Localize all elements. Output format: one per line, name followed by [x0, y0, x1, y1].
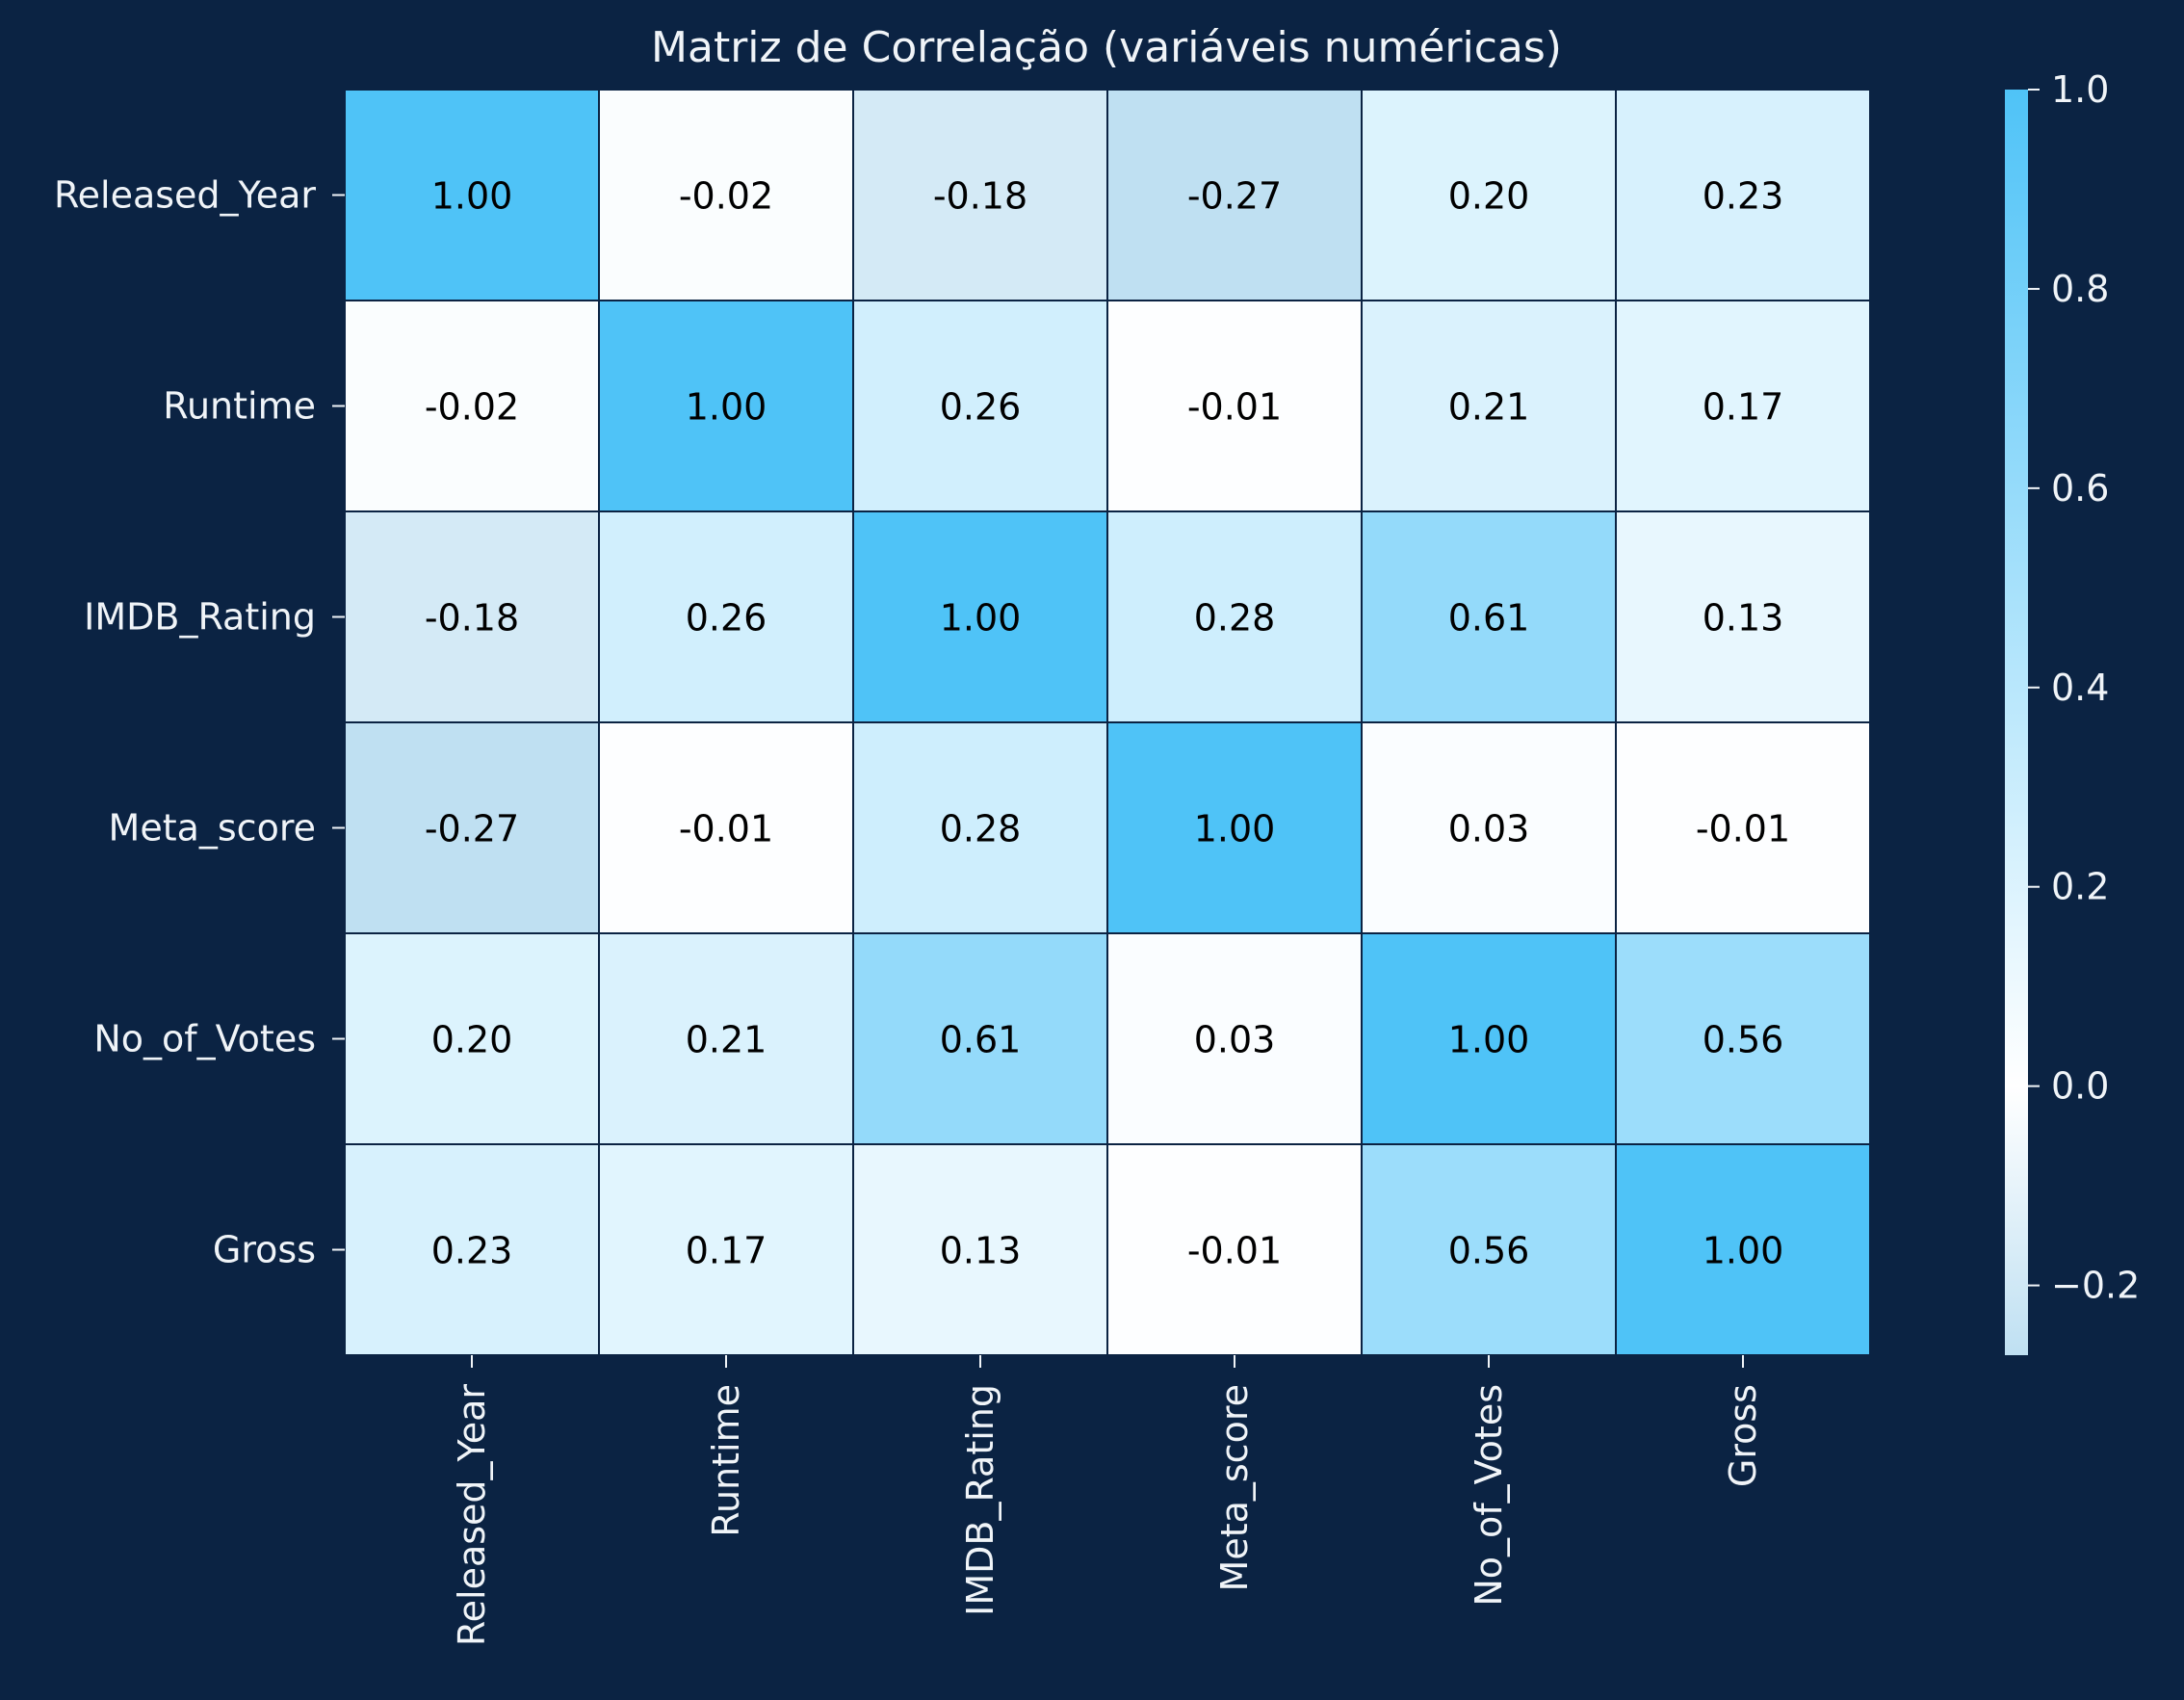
heatmap-cell [1615, 721, 1871, 934]
cell-value-label: 1.00 [1703, 1230, 1784, 1272]
heatmap-cell [1615, 300, 1871, 512]
row-tick-label: Meta_score [109, 807, 316, 850]
cell-value-label: 0.13 [1703, 597, 1784, 640]
cell-value-label: 0.21 [1448, 386, 1530, 429]
column-tick-label: IMDB_Rating [959, 1384, 1001, 1616]
heatmap-cell [344, 300, 600, 512]
cell-value-label: 0.23 [1703, 175, 1784, 218]
heatmap-cell [344, 89, 600, 301]
cell-value-label: -0.02 [679, 175, 773, 218]
heatmap-cell [852, 1143, 1108, 1356]
heatmap-cell [1106, 721, 1363, 934]
colorbar-tick-label: 0.4 [2051, 667, 2109, 709]
heatmap-cell [1361, 721, 1617, 934]
column-tick-label: Runtime [705, 1384, 747, 1537]
cell-value-label: 0.26 [686, 597, 767, 640]
cell-value-label: 0.17 [1703, 386, 1784, 429]
heatmap-cell [852, 510, 1108, 723]
heatmap-cell [1361, 510, 1617, 723]
cell-value-label: 0.17 [686, 1230, 767, 1272]
cell-value-label: 1.00 [431, 175, 513, 218]
heatmap-cell [598, 89, 854, 301]
heatmap-cell [1106, 300, 1363, 512]
cell-value-label: 1.00 [940, 597, 1022, 640]
row-tick-label: Gross [213, 1229, 316, 1271]
cell-value-label: -0.01 [679, 808, 773, 850]
cell-value-label: 1.00 [1194, 808, 1276, 850]
cell-value-label: -0.18 [933, 175, 1027, 218]
cell-value-label: -0.02 [425, 386, 519, 429]
heatmap-cell [1615, 1143, 1871, 1356]
cell-value-label: 1.00 [1448, 1019, 1530, 1061]
heatmap-cell [1106, 89, 1363, 301]
heatmap-cell [1361, 1143, 1617, 1356]
heatmap-cell [344, 1143, 600, 1356]
heatmap-cell [852, 300, 1108, 512]
heatmap-cell [598, 932, 854, 1145]
heatmap-cell [598, 721, 854, 934]
cell-value-label: 0.28 [1194, 597, 1276, 640]
column-tick-label: Meta_score [1213, 1384, 1256, 1591]
heatmap-cell [1106, 510, 1363, 723]
cell-value-label: 0.26 [940, 386, 1022, 429]
cell-value-label: 1.00 [686, 386, 767, 429]
heatmap-cell [852, 721, 1108, 934]
heatmap-cell [1361, 932, 1617, 1145]
colorbar-tick-label: 0.0 [2051, 1065, 2109, 1108]
row-tick-label: Runtime [163, 385, 316, 428]
chart-title: Matriz de Correlação (variáveis numérica… [651, 23, 1562, 72]
heatmap-cells [344, 89, 1871, 1356]
cell-value-label: 0.61 [940, 1019, 1022, 1061]
colorbar-tick-label: −0.2 [2051, 1265, 2140, 1307]
cell-value-label: -0.18 [425, 597, 519, 640]
cell-value-label: 0.20 [1448, 175, 1530, 218]
heatmap-cell [852, 89, 1108, 301]
heatmap-cell [598, 510, 854, 723]
colorbar: 1.0 0.8 0.6 0.4 0.2 0.0 −0.2 [2005, 68, 2140, 1355]
cell-value-label: 0.61 [1448, 597, 1530, 640]
cell-value-label: -0.01 [1187, 1230, 1282, 1272]
heatmap-cell [344, 510, 600, 723]
column-tick-label: Gross [1722, 1384, 1764, 1487]
cell-value-label: 0.56 [1448, 1230, 1530, 1272]
cell-value-label: 0.28 [940, 808, 1022, 850]
heatmap-cell [344, 932, 600, 1145]
cell-value-label: 0.03 [1194, 1019, 1276, 1061]
colorbar-bar [2005, 90, 2028, 1355]
row-axis-labels: Released_Year Runtime IMDB_Rating Meta_scor… [54, 174, 345, 1271]
colorbar-tick-label: 1.0 [2051, 68, 2109, 111]
heatmap-cell [1615, 510, 1871, 723]
cell-value-label: -0.27 [425, 808, 519, 850]
cell-value-label: 0.13 [940, 1230, 1022, 1272]
colorbar-tick-label: 0.2 [2051, 866, 2109, 908]
cell-value-label: -0.27 [1187, 175, 1282, 218]
column-axis-labels: Released_Year Runtime IMDB_Rating Meta_scor… [451, 1355, 1764, 1646]
column-tick-label: Released_Year [451, 1384, 493, 1646]
cell-value-label: 0.21 [686, 1019, 767, 1061]
heatmap-cell-labels: 1.00 -0.02 -0.18 -0.27 0.20 0.23 -0.02 1.00 0.26… [425, 175, 1790, 1272]
heatmap-cell [598, 300, 854, 512]
heatmap-cell [1106, 1143, 1363, 1356]
colorbar-tick-label: 0.8 [2051, 268, 2109, 310]
colorbar-tick-label: 0.6 [2051, 467, 2109, 510]
column-tick-label: No_of_Votes [1468, 1384, 1510, 1607]
cell-value-label: 0.56 [1703, 1019, 1784, 1061]
heatmap-cell [1615, 932, 1871, 1145]
cell-value-label: -0.01 [1187, 386, 1282, 429]
cell-value-label: 0.03 [1448, 808, 1530, 850]
row-tick-label: Released_Year [54, 174, 316, 217]
row-tick-label: IMDB_Rating [84, 596, 316, 639]
row-tick-label: No_of_Votes [93, 1018, 316, 1060]
cell-value-label: -0.01 [1696, 808, 1790, 850]
cell-value-label: 0.20 [431, 1019, 513, 1061]
heatmap-cell [344, 721, 600, 934]
cell-value-label: 0.23 [431, 1230, 513, 1272]
